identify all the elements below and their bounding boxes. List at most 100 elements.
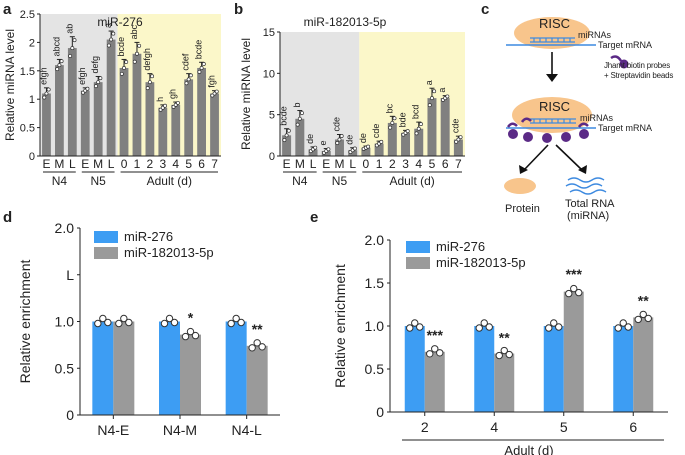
replicate-dot bbox=[339, 134, 344, 138]
mirna-duplex-mid bbox=[530, 118, 576, 124]
bar bbox=[132, 53, 142, 157]
panel-letter-c: c bbox=[481, 1, 489, 18]
replicate-dot bbox=[70, 46, 75, 51]
x-tick-label: 4 bbox=[490, 419, 498, 435]
replicate-dot bbox=[416, 126, 421, 131]
significance-letter: cde bbox=[450, 119, 460, 134]
target-mrna-label-top: Target mRNA bbox=[598, 40, 652, 50]
replicate-dot bbox=[550, 319, 558, 327]
significance-mark: ** bbox=[638, 293, 649, 309]
bar bbox=[387, 122, 397, 156]
protein-label: Protein bbox=[505, 203, 540, 215]
replicate-dot bbox=[46, 87, 51, 92]
total-rna-label: Total RNA bbox=[565, 198, 615, 210]
replicate-dot bbox=[199, 66, 204, 70]
legend-swatch bbox=[406, 257, 430, 269]
bar bbox=[210, 93, 219, 156]
significance-letter: abcd bbox=[51, 37, 61, 57]
risc-complex-mid bbox=[512, 97, 592, 133]
panel-letter-b: b bbox=[234, 1, 243, 18]
replicate-dot bbox=[458, 135, 463, 140]
replicate-dot bbox=[188, 73, 193, 78]
bar bbox=[440, 98, 450, 156]
y-tick-label: 0 bbox=[269, 151, 275, 163]
bar-series1 bbox=[543, 326, 564, 412]
x-tick-label: N4-L bbox=[231, 422, 262, 438]
significance-letter: a bbox=[103, 23, 113, 28]
replicate-dot bbox=[237, 318, 245, 327]
y-tick-label: 2.0 bbox=[55, 220, 75, 236]
replicate-dot bbox=[160, 319, 169, 328]
x-tick-label: 6 bbox=[442, 157, 449, 171]
replicate-dot bbox=[366, 144, 371, 149]
x-tick-label: E bbox=[283, 157, 291, 171]
probe-label-line2: + Streptavidin beads bbox=[604, 71, 673, 80]
replicate-dot bbox=[170, 318, 179, 327]
replicate-dot bbox=[634, 315, 642, 324]
significance-letter: h bbox=[155, 97, 165, 102]
replicate-dot bbox=[614, 324, 622, 332]
replicate-dot bbox=[150, 74, 155, 79]
y-tick-label: 1.0 bbox=[365, 318, 385, 334]
replicate-dot bbox=[115, 319, 123, 328]
bar-series2 bbox=[246, 345, 268, 415]
legend-swatch bbox=[94, 231, 118, 243]
replicate-dot bbox=[44, 91, 49, 96]
replicate-dot bbox=[120, 314, 128, 323]
risc-label-mid: RISC bbox=[539, 99, 570, 114]
group-label: N5 bbox=[332, 174, 348, 188]
replicate-dot bbox=[137, 43, 142, 48]
replicate-dot bbox=[454, 139, 459, 144]
replicate-dot bbox=[96, 80, 101, 85]
replicate-dot bbox=[411, 319, 419, 327]
bar bbox=[453, 139, 463, 156]
significance-letter: cde bbox=[331, 117, 341, 132]
bar bbox=[158, 107, 168, 156]
replicate-dot bbox=[379, 139, 384, 144]
replicate-dot bbox=[147, 80, 152, 85]
risc-label-top: RISC bbox=[539, 16, 570, 31]
bar-series2 bbox=[424, 351, 445, 412]
significance-letter: cde bbox=[371, 124, 381, 139]
replicate-dot bbox=[575, 288, 583, 297]
legend-swatch bbox=[94, 247, 118, 259]
bar bbox=[427, 98, 437, 156]
significance-letter: fgh bbox=[207, 75, 217, 88]
bar-series2 bbox=[180, 334, 201, 415]
legend-swatch bbox=[406, 241, 430, 253]
group-label: Adult (d) bbox=[389, 174, 434, 188]
replicate-dot bbox=[419, 122, 423, 127]
replicate-dot bbox=[181, 332, 190, 341]
significance-letter: de bbox=[345, 135, 355, 145]
y-axis-title: Relative miRNA level bbox=[3, 29, 17, 141]
replicate-dot bbox=[145, 86, 150, 91]
significance-mark: *** bbox=[427, 327, 444, 343]
replicate-dot bbox=[59, 59, 64, 64]
y-tick-label: 0.5 bbox=[365, 361, 385, 377]
legend-label: miR-182013-5p bbox=[124, 245, 214, 260]
legend-label: miR-182013-5p bbox=[436, 255, 526, 270]
background-shade bbox=[40, 14, 118, 156]
bar bbox=[67, 48, 77, 156]
panel-d-chart: 0 0.5 1.0 L 2.0 N4-E * N4-M ** N4-L Relative enric… bbox=[17, 220, 280, 438]
y-tick-label: 0.5 bbox=[20, 123, 35, 135]
y-tick-label: 2 bbox=[29, 37, 35, 49]
significance-letter: bcd bbox=[411, 105, 421, 120]
replicate-dot bbox=[201, 62, 206, 66]
replicate-dot bbox=[431, 345, 439, 353]
bar bbox=[42, 93, 51, 156]
risc-complex-top bbox=[514, 17, 590, 49]
panel-e-chart: 0 0.5 1.0 1.5 2.0 *** 2 ** 4 *** 5 ** 6 Relative enri… bbox=[332, 232, 668, 455]
bar bbox=[197, 67, 207, 156]
replicate-dot bbox=[565, 289, 573, 298]
bar bbox=[401, 132, 411, 156]
replicate-dot bbox=[94, 319, 102, 328]
mirnas-label-top: miRNAs bbox=[578, 30, 611, 40]
replicate-dot bbox=[197, 69, 202, 74]
replicate-dot bbox=[248, 344, 256, 352]
replicate-dot bbox=[57, 63, 62, 68]
significance-letter: a bbox=[424, 80, 434, 85]
x-tick-label: 5 bbox=[185, 157, 192, 171]
bar bbox=[321, 151, 331, 156]
